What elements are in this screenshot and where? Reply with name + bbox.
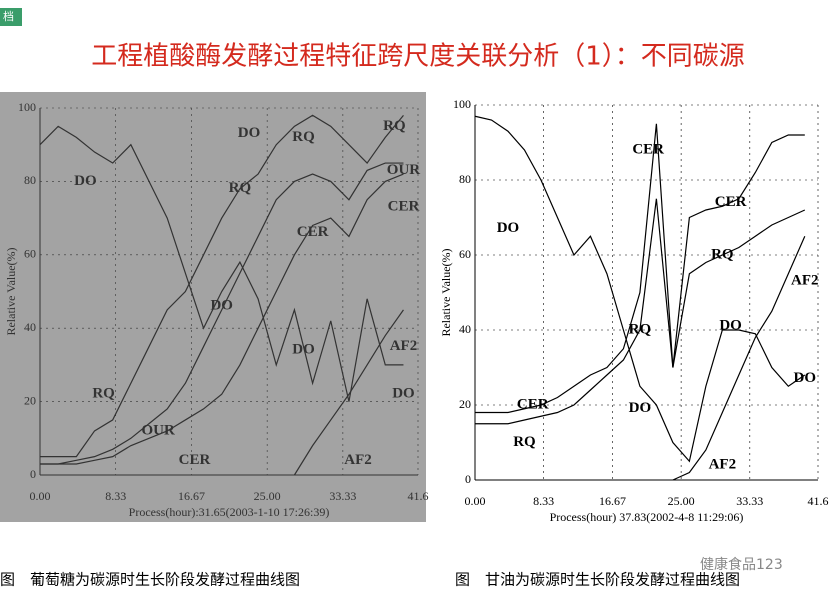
y-tick-label: 80	[24, 173, 36, 187]
series-line	[39, 125, 404, 402]
tag: 档	[3, 9, 14, 23]
x-tick-label: 41.6	[808, 494, 829, 508]
x-tick-label: 8.33	[105, 489, 126, 503]
x-axis-label: Process(hour):31.65(2003-1-10 17:26:39)	[129, 505, 330, 519]
x-tick-label: 0.00	[30, 489, 51, 503]
curve-label: CER	[388, 199, 420, 215]
tag-box	[0, 8, 22, 26]
curve-label: OUR	[387, 162, 421, 178]
x-tick-label: 41.6	[408, 489, 429, 503]
x-tick-label: 25.00	[668, 494, 695, 508]
curve-label: RQ	[711, 246, 734, 262]
curve-label: RQ	[292, 129, 315, 145]
series-line	[672, 236, 806, 481]
curve-label: DO	[629, 400, 652, 416]
caption: 图 甘油为碳源时生长阶段发酵过程曲线图	[455, 571, 740, 589]
curve-label: CER	[632, 141, 664, 157]
curve-label: AF2	[791, 273, 819, 289]
y-tick-label: 60	[24, 247, 36, 261]
curve-label: CER	[715, 194, 747, 210]
curve-label: DO	[794, 370, 817, 386]
x-axis-label: Process(hour) 37.83(2002-4-8 11:29:06)	[550, 510, 744, 524]
series-line	[475, 123, 805, 414]
series-line	[474, 115, 806, 463]
x-tick-label: 0.00	[465, 494, 486, 508]
y-tick-label: 60	[459, 247, 471, 261]
curve-label: CER	[179, 452, 211, 468]
x-tick-label: 16.67	[178, 489, 205, 503]
y-tick-label: 40	[24, 320, 36, 334]
x-tick-label: 16.67	[599, 494, 626, 508]
curve-label: CER	[517, 396, 549, 412]
x-tick-label: 33.33	[736, 494, 763, 508]
plot-background	[440, 92, 833, 530]
series-line	[40, 114, 404, 458]
curve-label: DO	[719, 318, 742, 334]
curve-label: AF2	[344, 452, 372, 468]
y-axis-label: Relative Value(%)	[439, 248, 453, 336]
curve-label: RQ	[383, 118, 406, 134]
watermark: 健康食品123	[700, 556, 783, 573]
series-line	[293, 309, 404, 476]
curve-label: DO	[74, 173, 97, 189]
series-line	[475, 198, 806, 425]
curve-label: DO	[392, 386, 415, 402]
y-tick-label: 100	[453, 97, 471, 111]
curve-label: RQ	[229, 180, 252, 196]
curve-label: DO	[210, 298, 233, 314]
series-line	[40, 173, 404, 465]
curve-label: OUR	[141, 422, 175, 438]
curve-label: RQ	[513, 434, 536, 450]
caption: 图 葡萄糖为碳源时生长阶段发酵过程曲线图	[0, 571, 300, 589]
y-tick-label: 100	[18, 100, 36, 114]
y-tick-label: 20	[459, 397, 471, 411]
y-tick-label: 40	[459, 322, 471, 336]
slide-title: 工程植酸酶发酵过程特征跨尺度关联分析（1）：不同碳源	[91, 42, 745, 72]
y-tick-label: 0	[465, 472, 471, 486]
curve-label: DO	[497, 220, 520, 236]
x-tick-label: 8.33	[533, 494, 554, 508]
curve-label: RQ	[629, 321, 652, 337]
x-tick-label: 33.33	[329, 489, 356, 503]
curve-label: AF2	[709, 456, 737, 472]
curve-label: DO	[292, 342, 315, 358]
x-tick-label: 25.00	[254, 489, 281, 503]
y-tick-label: 20	[24, 393, 36, 407]
curve-label: CER	[297, 224, 329, 240]
y-tick-label: 80	[459, 172, 471, 186]
y-tick-label: 0	[30, 467, 36, 481]
plot-background	[0, 92, 426, 522]
series-line	[40, 162, 404, 465]
y-axis-label: Relative Value(%)	[4, 247, 18, 335]
curve-label: RQ	[92, 386, 115, 402]
curve-label: DO	[238, 125, 261, 141]
curve-label: AF2	[390, 338, 418, 354]
